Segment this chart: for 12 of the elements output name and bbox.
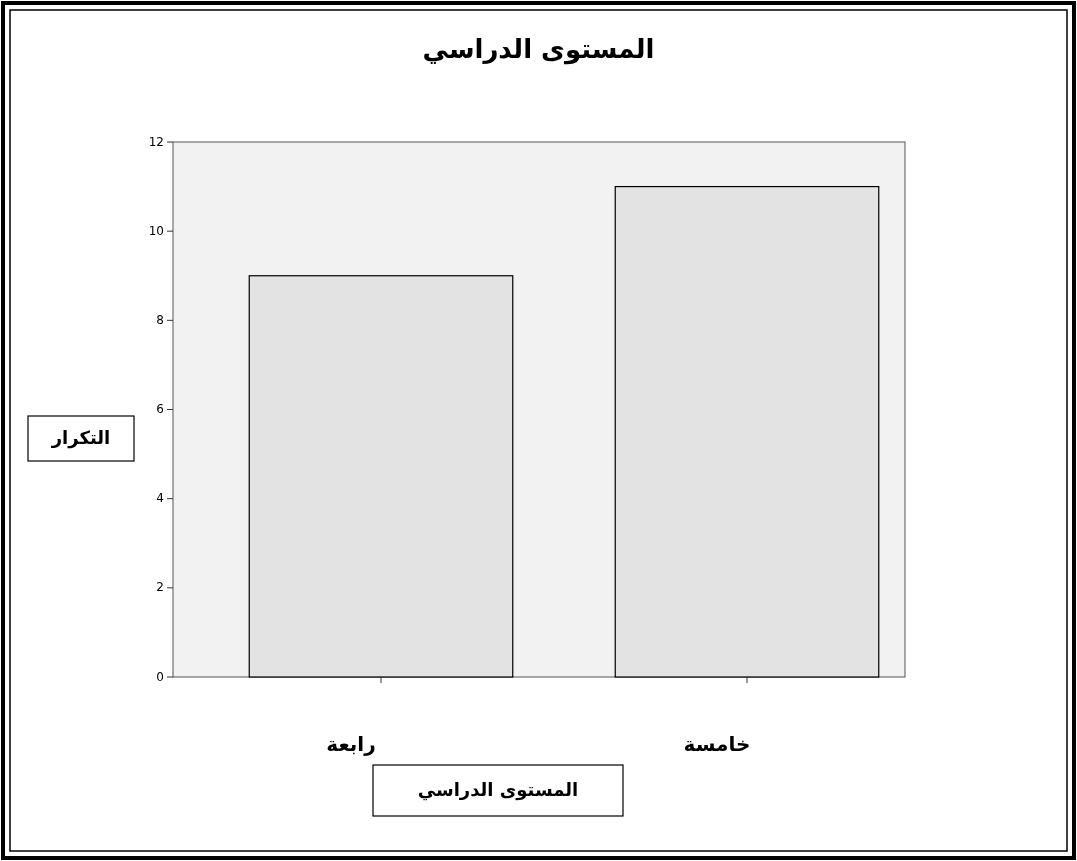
y-tick-label: 12 [148, 134, 164, 149]
y-tick-label: 0 [156, 669, 164, 684]
y-tick-label: 8 [156, 312, 164, 327]
y-tick-label: 6 [156, 402, 164, 416]
x-tick-label: رابعة [326, 731, 376, 756]
y-axis-title: التكرار [50, 427, 111, 449]
x-tick-label: خامسة [683, 731, 751, 756]
x-axis-title: المستوى الدراسي [417, 779, 579, 801]
y-tick-label: 2 [156, 580, 164, 595]
y-tick-label: 4 [156, 491, 164, 506]
chart-title: المستوى الدراسي [422, 33, 655, 65]
y-tick-label: 10 [148, 223, 164, 238]
